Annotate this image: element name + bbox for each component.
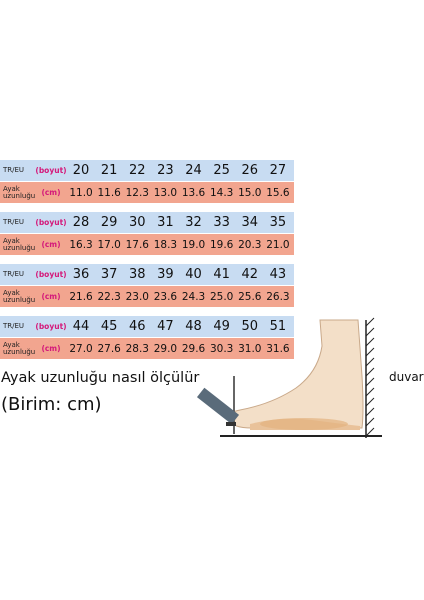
size-cell: 49 — [213, 319, 230, 334]
size-row: TR/EU (boyut) 28 29 30 31 32 33 34 35 — [0, 212, 294, 233]
length-cell: 29.6 — [181, 342, 206, 355]
size-row-unit: (boyut) — [35, 218, 67, 227]
size-cell: 30 — [129, 215, 146, 230]
size-cell: 36 — [72, 267, 90, 282]
length-cell: 31.6 — [266, 342, 290, 355]
wall-label: duvar — [389, 370, 424, 384]
length-row-unit: (cm) — [41, 344, 61, 353]
length-row-label: Ayak uzunluğu — [3, 236, 36, 252]
size-cell: 22 — [129, 163, 146, 178]
length-cell: 27.6 — [97, 342, 121, 355]
length-cell: 17.0 — [97, 238, 121, 251]
length-cell: 24.3 — [181, 290, 206, 303]
length-cell: 12.3 — [125, 186, 149, 199]
length-cell: 31.0 — [238, 342, 262, 355]
length-cell: 27.0 — [69, 342, 93, 355]
length-cell: 15.6 — [266, 186, 290, 199]
length-cell: 25.0 — [209, 290, 234, 303]
length-row-unit: (cm) — [41, 292, 61, 301]
length-cell: 11.6 — [97, 186, 121, 199]
size-cell: 43 — [269, 267, 287, 282]
size-table-2: TR/EU (boyut) 28 29 30 31 32 33 34 35 Ay… — [0, 212, 294, 255]
size-cell: 21 — [100, 163, 118, 178]
size-cell: 47 — [157, 319, 174, 334]
length-cell: 15.0 — [238, 186, 262, 199]
size-row-label: TR/EU — [3, 322, 25, 330]
length-cell: 13.0 — [153, 186, 178, 199]
size-cell: 46 — [129, 319, 146, 334]
size-row-unit: (boyut) — [35, 270, 67, 279]
length-row: Ayak uzunluğu (cm) 21.6 22.3 23.0 23.6 2… — [0, 286, 294, 307]
length-cell: 22.3 — [97, 290, 121, 303]
size-row-label: TR/EU — [3, 270, 25, 278]
length-cell: 23.0 — [125, 290, 149, 303]
length-row: Ayak uzunluğu (cm) 27.0 27.6 28.3 29.0 2… — [0, 338, 294, 359]
length-cell: 19.6 — [209, 238, 234, 251]
length-row-unit: (cm) — [41, 188, 61, 197]
length-cell: 19.0 — [181, 238, 206, 251]
wall-icon — [365, 317, 375, 438]
length-row-label: Ayak uzunluğu — [3, 184, 36, 200]
size-cell: 31 — [157, 215, 174, 230]
measure-instruction-title: Ayak uzunluğu nasıl ölçülür — [1, 370, 200, 386]
size-cell: 28 — [72, 215, 90, 230]
size-row-unit: (boyut) — [35, 166, 67, 175]
ruler-icon — [196, 376, 240, 434]
length-cell: 11.0 — [69, 186, 93, 199]
size-cell: 40 — [185, 267, 202, 282]
size-cell: 41 — [213, 267, 230, 282]
size-cell: 48 — [185, 319, 202, 334]
length-cell: 21.0 — [266, 238, 290, 251]
length-cell: 14.3 — [209, 186, 234, 199]
length-cell: 21.6 — [69, 290, 93, 303]
length-cell: 23.6 — [153, 290, 178, 303]
size-row-unit: (boyut) — [35, 322, 67, 331]
length-cell: 28.3 — [125, 342, 149, 355]
size-row: TR/EU (boyut) 20 21 22 23 24 25 26 27 — [0, 160, 294, 181]
size-cell: 26 — [241, 163, 259, 178]
size-cell: 44 — [72, 319, 90, 334]
size-cell: 25 — [213, 163, 230, 178]
size-cell: 50 — [241, 319, 259, 334]
length-row: Ayak uzunluğu (cm) 16.3 17.0 17.6 18.3 1… — [0, 234, 294, 255]
length-row-label: Ayak uzunluğu — [3, 288, 36, 304]
length-cell: 20.3 — [238, 238, 262, 251]
size-row-label: TR/EU — [3, 218, 25, 226]
foot-measurement-illustration — [196, 317, 382, 438]
size-row: TR/EU (boyut) 36 37 38 39 40 41 42 43 — [0, 264, 294, 285]
size-cell: 42 — [241, 267, 259, 282]
size-cell: 37 — [100, 267, 118, 282]
size-cell: 51 — [269, 319, 287, 334]
length-cell: 30.3 — [209, 342, 234, 355]
size-cell: 38 — [129, 267, 146, 282]
measure-unit-note: (Birim: cm) — [1, 394, 102, 415]
size-cell: 23 — [157, 163, 174, 178]
size-cell: 29 — [100, 215, 118, 230]
size-table-3: TR/EU (boyut) 36 37 38 39 40 41 42 43 Ay… — [0, 264, 294, 307]
size-cell: 20 — [72, 163, 90, 178]
size-cell: 32 — [185, 215, 202, 230]
length-cell: 26.3 — [266, 290, 290, 303]
length-cell: 13.6 — [181, 186, 206, 199]
length-row-label: Ayak uzunluğu — [3, 340, 36, 356]
size-table-4: TR/EU (boyut) 44 45 46 47 48 49 50 51 Ay… — [0, 316, 294, 359]
length-cell: 18.3 — [153, 238, 178, 251]
size-cell: 27 — [269, 163, 287, 178]
size-table-1: TR/EU (boyut) 20 21 22 23 24 25 26 27 Ay… — [0, 160, 294, 203]
length-cell: 17.6 — [125, 238, 149, 251]
length-row-unit: (cm) — [41, 240, 61, 249]
length-cell: 25.6 — [238, 290, 262, 303]
length-cell: 16.3 — [69, 238, 93, 251]
size-row: TR/EU (boyut) 44 45 46 47 48 49 50 51 — [0, 316, 294, 337]
size-cell: 34 — [241, 215, 259, 230]
size-cell: 39 — [157, 267, 174, 282]
length-cell: 29.0 — [153, 342, 178, 355]
length-row: Ayak uzunluğu (cm) 11.0 11.6 12.3 13.0 1… — [0, 182, 294, 203]
foot-icon — [229, 319, 364, 430]
size-cell: 45 — [100, 319, 118, 334]
size-cell: 33 — [213, 215, 230, 230]
size-cell: 35 — [269, 215, 287, 230]
size-row-label: TR/EU — [3, 166, 25, 174]
size-cell: 24 — [185, 163, 202, 178]
